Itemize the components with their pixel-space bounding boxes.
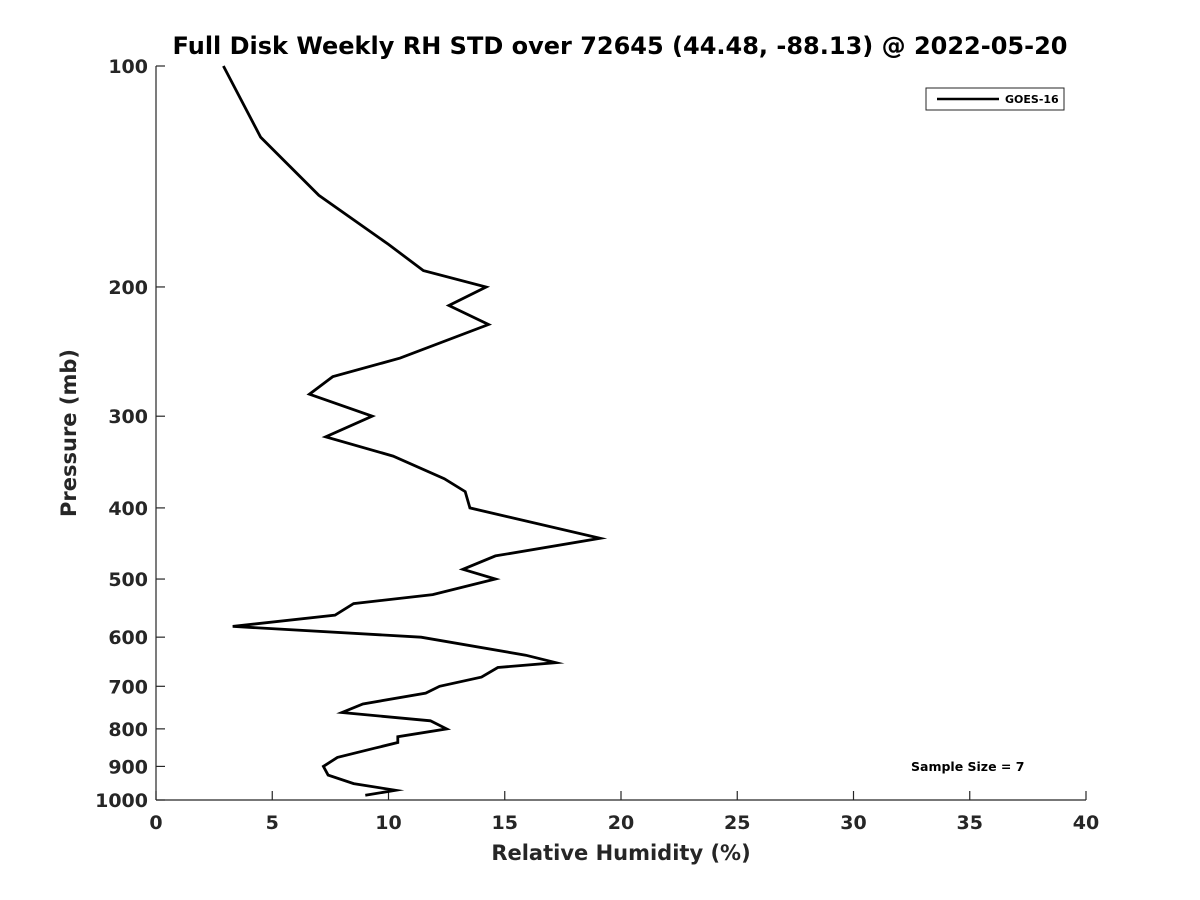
y-tick-label: 900 — [108, 756, 148, 778]
y-tick-label: 300 — [108, 406, 148, 428]
x-tick-label: 0 — [149, 812, 162, 834]
y-tick-label: 500 — [108, 569, 148, 591]
y-axis-ticks: 100 200 300 400 500 600 700 800 900 1000 — [95, 56, 165, 812]
x-axis-ticks: 0 5 10 15 20 25 30 35 40 — [149, 791, 1099, 834]
y-tick-label: 1000 — [95, 790, 148, 812]
x-tick-label: 15 — [492, 812, 518, 834]
series-line-goes-16 — [222, 65, 608, 797]
y-tick-label: 800 — [108, 719, 148, 741]
chart-title: Full Disk Weekly RH STD over 72645 (44.4… — [173, 32, 1068, 60]
x-tick-label: 10 — [375, 812, 401, 834]
legend-entry-goes-16: GOES-16 — [1005, 93, 1059, 106]
legend: GOES-16 — [925, 87, 1065, 111]
series-layer — [222, 65, 608, 797]
x-tick-label: 40 — [1073, 812, 1099, 834]
x-tick-label: 5 — [266, 812, 279, 834]
x-tick-label: 20 — [608, 812, 634, 834]
x-tick-label: 30 — [840, 812, 866, 834]
y-tick-label: 200 — [108, 277, 148, 299]
y-tick-label: 700 — [108, 676, 148, 698]
plot-area — [155, 66, 1086, 801]
x-axis-label: Relative Humidity (%) — [491, 841, 750, 865]
y-tick-label: 400 — [108, 498, 148, 520]
y-axis-label: Pressure (mb) — [57, 349, 81, 517]
x-tick-label: 25 — [724, 812, 750, 834]
y-tick-label: 100 — [108, 56, 148, 78]
y-tick-label: 600 — [108, 627, 148, 649]
sample-size-annotation: Sample Size = 7 — [911, 759, 1024, 774]
x-tick-label: 35 — [957, 812, 983, 834]
